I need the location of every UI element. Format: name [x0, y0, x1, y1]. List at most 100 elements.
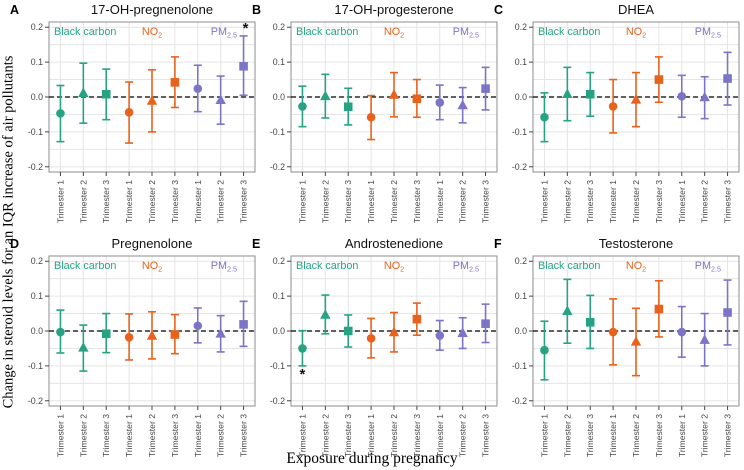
x-tick-label: Trimester 3: [239, 414, 249, 457]
panel-title: 17-OH-pregnenolone: [90, 2, 214, 17]
x-tick-label: Trimester 1: [55, 180, 65, 223]
y-tick-label: -0.2: [28, 162, 43, 172]
x-tick-label: Trimester 1: [539, 180, 549, 223]
data-point-circle: [608, 327, 618, 337]
data-point-triangle: [630, 94, 642, 104]
y-tick-label: -0.1: [270, 127, 285, 137]
data-point-triangle: [388, 326, 400, 337]
panel-title: Testosterone: [598, 236, 674, 251]
data-point-square: [239, 62, 248, 71]
x-tick-label: Trimester 1: [366, 414, 376, 457]
significance-star: *: [243, 21, 249, 37]
legend-item: PM2.5: [211, 260, 237, 274]
legend-item: Black carbon: [54, 26, 116, 38]
data-point-square: [170, 330, 180, 339]
data-point-square: [654, 75, 664, 84]
y-tick-label: 0.2: [31, 256, 43, 266]
y-tick-label: 0.0: [515, 326, 527, 336]
x-tick-label: Trimester 2: [147, 414, 157, 457]
y-tick-label: -0.1: [28, 127, 43, 137]
x-tick-label: Trimester 3: [654, 414, 664, 457]
legend-item: PM2.5: [453, 260, 479, 274]
panel-letter: C: [494, 3, 504, 17]
y-tick-label: 0.2: [515, 256, 527, 266]
x-tick-label: Trimester 2: [700, 414, 710, 457]
panel-title: Pregnenolone: [111, 236, 193, 251]
panel-title: DHEA: [617, 2, 655, 17]
panel-title: 17-OH-progesterone: [334, 2, 454, 17]
x-tick-label: Trimester 3: [723, 180, 733, 223]
x-tick-label: Trimester 3: [654, 180, 664, 223]
x-tick-label: Trimester 3: [481, 180, 491, 223]
y-tick-label: 0.1: [515, 57, 527, 67]
panel-letter: E: [252, 237, 261, 251]
x-tick-label: Trimester 3: [585, 180, 595, 223]
panels-grid: A 17-OH-pregnenolone 0.2 0.1 0.0 -0.1 -0.2 Trim…: [10, 0, 744, 468]
data-point-circle: [124, 332, 134, 342]
panel-letter: A: [10, 3, 20, 17]
y-tick-label: 0.2: [273, 256, 285, 266]
data-point-triangle: [215, 328, 226, 338]
y-tick-label: -0.2: [270, 162, 285, 172]
data-point-triangle: [146, 330, 158, 340]
x-tick-label: Trimester 1: [608, 414, 618, 457]
x-tick-label: Trimester 1: [297, 414, 307, 457]
data-point-circle: [608, 102, 618, 111]
x-tick-label: Trimester 2: [700, 180, 710, 223]
panel-letter: F: [494, 237, 502, 251]
x-tick-label: Trimester 1: [297, 180, 307, 223]
x-tick-label: Trimester 3: [170, 180, 180, 223]
x-tick-label: Trimester 2: [562, 180, 572, 223]
y-tick-label: 0.0: [515, 92, 527, 102]
legend-item: Black carbon: [296, 26, 358, 38]
y-tick-label: 0.0: [273, 92, 285, 102]
x-tick-label: Trimester 1: [435, 414, 445, 457]
y-tick-label: -0.1: [28, 361, 43, 371]
y-tick-label: 0.0: [31, 92, 43, 102]
data-point-square: [723, 308, 732, 317]
legend-item: Black carbon: [538, 260, 600, 272]
panel-F-chart: 0.2 0.1 0.0 -0.1 -0.2 Trimester 1 Trimester 2 T…: [512, 255, 740, 457]
x-tick-label: Trimester 1: [193, 414, 203, 457]
panel-row: A 17-OH-pregnenolone 0.2 0.1 0.0 -0.1 -0.2 Trim…: [10, 0, 744, 234]
data-point-circle: [366, 334, 376, 343]
panel-A: A 17-OH-pregnenolone 0.2 0.1 0.0 -0.1 -0.2 Trim…: [10, 0, 259, 234]
data-point-triangle: [215, 94, 226, 104]
panel-letter: B: [252, 3, 262, 17]
y-tick-label: -0.2: [270, 396, 285, 406]
y-tick-label: 0.2: [273, 22, 285, 32]
x-tick-label: Trimester 2: [78, 414, 88, 457]
x-tick-label: Trimester 2: [562, 414, 572, 457]
x-tick-label: Trimester 3: [101, 180, 111, 223]
legend-item: PM2.5: [453, 26, 479, 40]
legend-item: PM2.5: [695, 260, 721, 274]
x-tick-label: Trimester 1: [677, 180, 687, 223]
x-tick-label: Trimester 2: [320, 180, 330, 223]
data-point-circle: [677, 327, 687, 337]
y-tick-label: -0.1: [512, 127, 527, 137]
data-point-square: [481, 84, 490, 93]
x-tick-label: Trimester 1: [124, 180, 134, 223]
y-tick-label: -0.1: [270, 361, 285, 371]
x-tick-label: Trimester 2: [389, 414, 399, 457]
x-tick-label: Trimester 1: [366, 180, 376, 223]
data-point-circle: [193, 321, 203, 331]
data-point-circle: [298, 102, 307, 111]
x-tick-label: Trimester 2: [147, 180, 157, 223]
x-tick-label: Trimester 2: [320, 414, 330, 457]
data-point-triangle: [699, 91, 710, 102]
y-tick-label: 0.1: [273, 57, 285, 67]
data-point-square: [343, 102, 353, 112]
y-tick-label: 0.0: [273, 326, 285, 336]
data-point-circle: [435, 331, 445, 340]
data-point-circle: [124, 108, 134, 117]
y-tick-label: 0.1: [515, 291, 527, 301]
legend-item: NO2: [626, 260, 646, 274]
legend-item: NO2: [142, 260, 162, 274]
y-axis-label: Change in steroid levels for an IQR incr…: [0, 55, 17, 409]
data-point-triangle: [630, 336, 642, 346]
x-tick-label: Trimester 1: [55, 414, 65, 457]
panel-B-chart: 0.2 0.1 0.0 -0.1 -0.2 Trimester 1 Trimester 2 T…: [270, 21, 498, 223]
y-tick-label: 0.0: [31, 326, 43, 336]
